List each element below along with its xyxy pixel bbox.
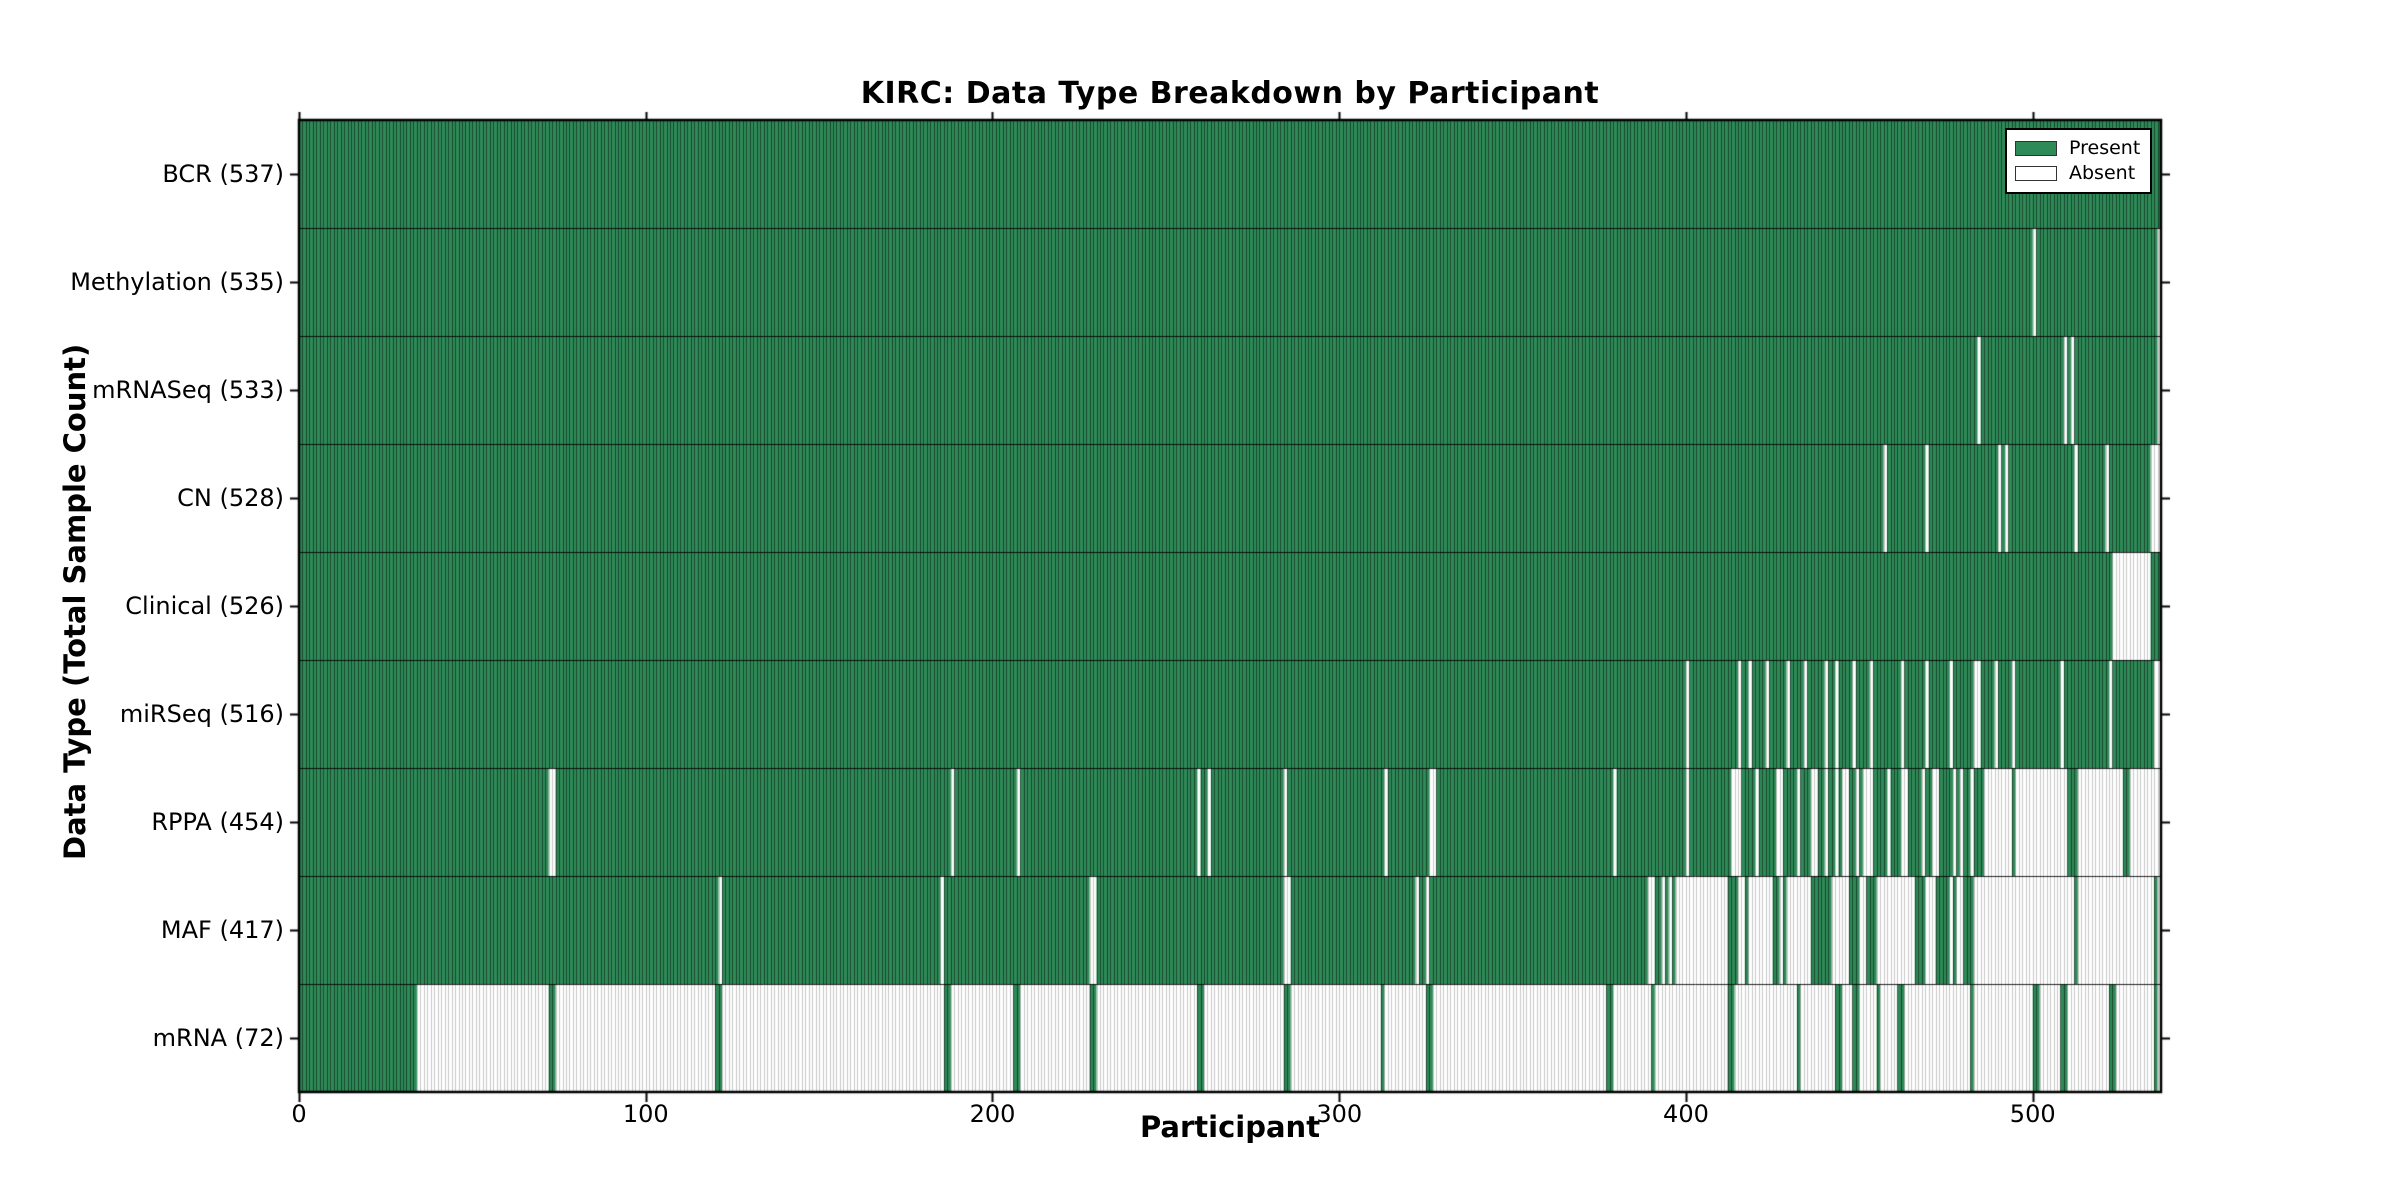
y-tick-label: mRNA (72) — [152, 1024, 284, 1052]
x-tick-label: 400 — [1663, 1100, 1709, 1128]
present-swatch-icon — [2015, 140, 2057, 156]
x-tick-label: 500 — [2009, 1100, 2056, 1128]
x-axis-title: Participant — [1139, 1110, 1321, 1144]
y-tick-label: Methylation (535) — [70, 268, 284, 296]
x-tick-label: 0 — [291, 1100, 307, 1128]
chart-title: KIRC: Data Type Breakdown by Participant — [860, 76, 1600, 111]
y-tick-label: CN (528) — [177, 484, 284, 512]
legend-entry-absent: Absent — [2015, 164, 2142, 183]
y-tick-label: BCR (537) — [162, 160, 284, 188]
x-tick-label: 200 — [969, 1100, 1016, 1128]
legend-entry-present: Present — [2015, 136, 2142, 159]
x-tick-label: 300 — [1316, 1100, 1363, 1128]
y-tick-label: Clinical (526) — [125, 592, 284, 620]
y-tick-label: RPPA (454) — [151, 808, 284, 836]
y-tick-label: miRSeq (516) — [119, 700, 284, 728]
x-tick-label: 100 — [622, 1100, 669, 1128]
legend-label-present: Present — [2069, 136, 2141, 159]
legend-label-absent: Absent — [2069, 162, 2136, 185]
legend: Present Absent — [2005, 128, 2152, 194]
y-tick-label: mRNASeq (533) — [92, 376, 284, 404]
absent-swatch-icon — [2015, 166, 2057, 182]
y-tick-label: MAF (417) — [160, 916, 284, 944]
